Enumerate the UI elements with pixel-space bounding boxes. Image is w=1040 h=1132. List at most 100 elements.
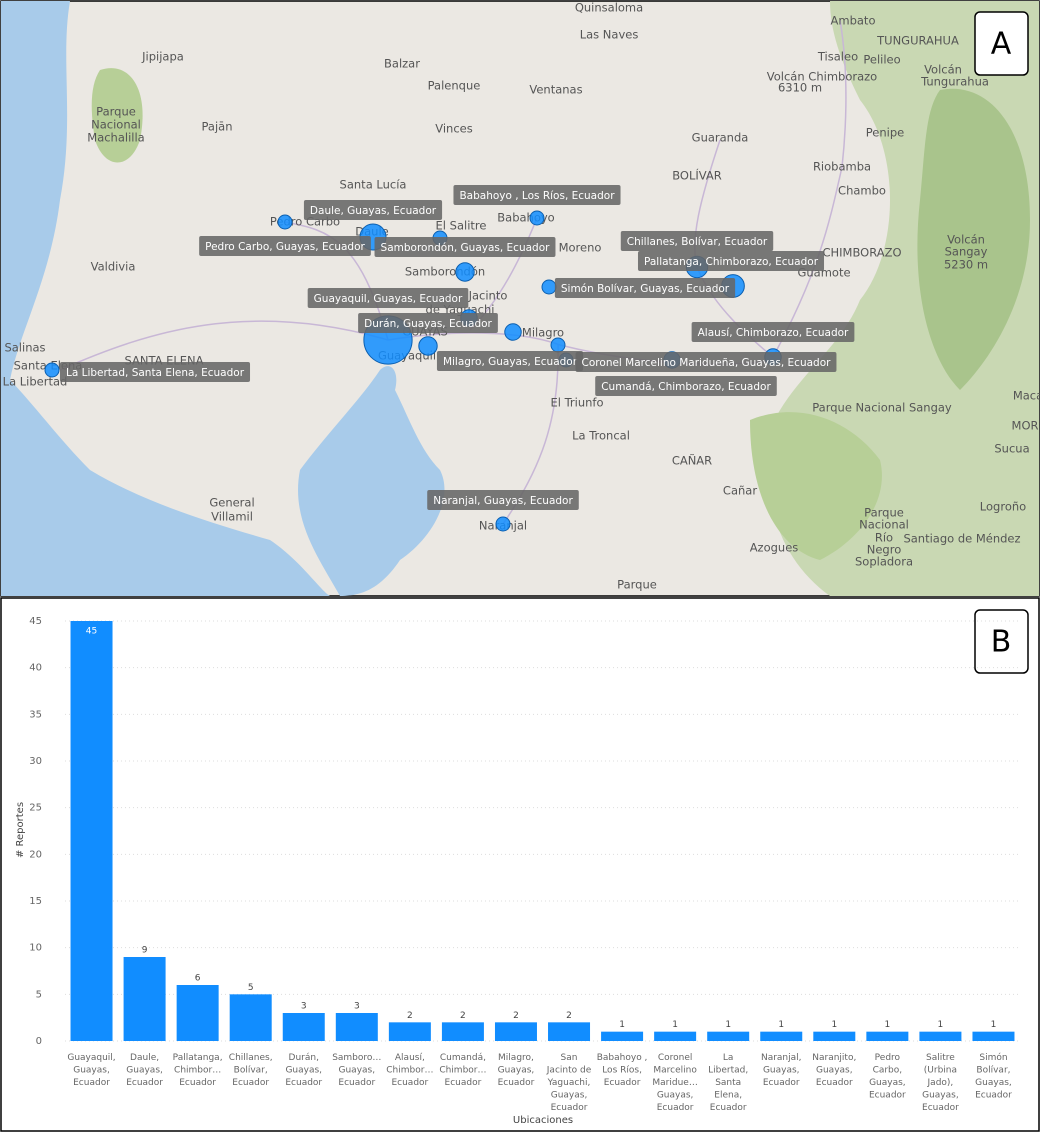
bar — [760, 1031, 803, 1041]
location-callout: Cumandá, Chimborazo, Ecuador — [595, 376, 777, 396]
data-label: 9 — [142, 946, 148, 956]
place-label: Sangay — [945, 245, 988, 259]
place-label: Parque — [96, 105, 136, 119]
place-label: Machalilla — [87, 131, 144, 145]
x-tick-label: Simón Bolívar, Guayas, Ecuador — [975, 1052, 1012, 1101]
data-label: 2 — [407, 1011, 413, 1021]
callout-box — [595, 376, 777, 396]
data-label: 1 — [778, 1020, 784, 1030]
bar — [282, 1013, 325, 1041]
location-label: Cumandá, Chimborazo, Ecuador — [601, 381, 771, 393]
x-tick-label: Naranjito, Guayas, Ecuador — [812, 1053, 856, 1088]
data-label: 2 — [566, 1011, 572, 1021]
place-label: El Salitre — [436, 219, 487, 233]
map-bubble — [455, 262, 475, 282]
data-label: 3 — [301, 1002, 307, 1012]
y-tick-label: 20 — [29, 849, 42, 860]
place-label: Vinces — [435, 122, 473, 136]
place-label: Cañar — [723, 484, 757, 498]
place-label: Ambato — [831, 14, 876, 28]
map-bubble — [495, 516, 511, 532]
place-label: Las Naves — [580, 28, 639, 42]
data-label: 45 — [86, 627, 97, 637]
sangay-park — [917, 88, 1030, 391]
map-panel: A — [0, 0, 1040, 597]
bar — [70, 621, 113, 1041]
bar — [229, 994, 272, 1041]
x-tick-label: Chillanes, Bolívar, Ecuador — [229, 1053, 273, 1088]
place-label: Quinsaloma — [575, 1, 643, 15]
location-label: Chillanes, Bolívar, Ecuador — [627, 236, 768, 248]
x-tick-label: Babahoyo , Los Ríos, Ecuador — [597, 1053, 648, 1088]
map-bubble — [541, 279, 557, 295]
place-label: Moreno — [559, 241, 602, 255]
x-tick-label: Samboro… Guayas, Ecuador — [332, 1053, 381, 1088]
bar — [866, 1031, 909, 1041]
location-callout: Samborondón, Guayas, Ecuador — [374, 237, 556, 257]
data-label: 1 — [619, 1020, 625, 1030]
data-label: 5 — [248, 983, 254, 993]
place-label: Tisaleo — [817, 50, 858, 64]
data-label: 2 — [460, 1011, 466, 1021]
callout-box — [620, 231, 774, 251]
place-label: Jipijapa — [141, 50, 184, 64]
map-bubble — [44, 362, 60, 378]
y-tick-label: 35 — [29, 709, 42, 720]
location-callout: Babahoyo , Los Ríos, Ecuador — [453, 185, 621, 205]
place-label: Volcán — [924, 63, 962, 77]
place-label: 6310 m — [778, 81, 822, 95]
data-label: 2 — [513, 1011, 519, 1021]
place-label: Sucua — [994, 442, 1029, 456]
bar — [441, 1022, 484, 1041]
place-label: 5230 m — [944, 258, 988, 272]
callout-box — [303, 200, 443, 220]
machalilla-park — [91, 68, 143, 163]
place-label: Ventanas — [529, 83, 582, 97]
place-label: CHIMBORAZO — [822, 246, 901, 260]
place-label: Nacional — [859, 518, 909, 532]
y-tick-label: 10 — [29, 943, 42, 954]
panel-label-box — [974, 11, 1029, 76]
place-label: General — [209, 496, 254, 510]
x-tick-label: Guayaquil, Guayas, Ecuador — [67, 1053, 115, 1088]
place-label: Guaranda — [692, 131, 749, 145]
place-label: Tungurahua — [920, 75, 989, 89]
place-label: Balzar — [384, 57, 420, 71]
location-callout: Simón Bolívar, Guayas, Ecuador — [554, 278, 736, 298]
x-tick-label: Salitre (Urbina Jado), Guayas, Ecuador — [922, 1053, 959, 1113]
place-label: Santa Lucía — [340, 178, 407, 192]
location-callout: Coronel Marcelino Maridueña, Guayas, Ecu… — [575, 352, 837, 372]
location-label: Samborondón, Guayas, Ecuador — [381, 242, 551, 254]
location-callout: Alausí, Chimborazo, Ecuador — [691, 322, 855, 342]
location-label: Durán, Guayas, Ecuador — [364, 318, 492, 330]
y-axis-title: # Reportes — [15, 802, 26, 858]
place-label: Maca — [1013, 389, 1040, 403]
x-tick-label: San Jacinto de Yaguachi, Guayas, Ecuador — [546, 1053, 592, 1113]
location-label: Pallatanga, Chimborazo, Ecuador — [644, 256, 819, 268]
callout-box — [575, 352, 837, 372]
location-callout: Durán, Guayas, Ecuador — [358, 313, 498, 333]
data-label: 1 — [672, 1020, 678, 1030]
location-label: Naranjal, Guayas, Ecuador — [433, 495, 573, 507]
place-label: Penipe — [866, 126, 904, 140]
callout-box — [427, 490, 579, 510]
panel-label: B — [991, 625, 1012, 660]
place-label: Valdivia — [91, 260, 136, 274]
place-label: Riobamba — [813, 160, 871, 174]
location-label: Pedro Carbo, Guayas, Ecuador — [205, 241, 365, 253]
bar — [813, 1031, 856, 1041]
sea — [1, 1, 330, 596]
x-tick-label: Durán, Guayas, Ecuador — [285, 1053, 322, 1088]
place-label: Salinas — [4, 341, 45, 355]
callout-box — [637, 251, 825, 271]
y-tick-label: 25 — [29, 803, 42, 814]
panel-label-box — [974, 609, 1029, 674]
estuary — [298, 366, 445, 596]
bar — [919, 1031, 962, 1041]
gulf — [1, 551, 270, 596]
callout-box — [691, 322, 855, 342]
location-callout: Daule, Guayas, Ecuador — [303, 200, 443, 220]
panel-label: A — [991, 27, 1012, 62]
chart-background — [0, 597, 1040, 1132]
bar — [548, 1022, 591, 1041]
